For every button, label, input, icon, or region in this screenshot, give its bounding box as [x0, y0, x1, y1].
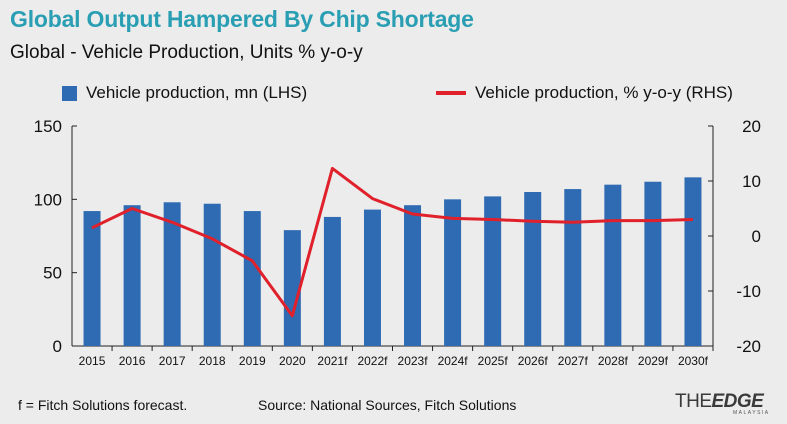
bar [83, 211, 101, 346]
bar [484, 196, 502, 346]
bar [444, 199, 462, 346]
bar [564, 189, 582, 346]
x-tick-label: 2025f [478, 354, 509, 368]
legend-item-bars: Vehicle production, mn (LHS) [62, 83, 307, 103]
bar [604, 184, 622, 346]
y-left-tick-label: 100 [34, 190, 62, 209]
x-tick-label: 2020 [279, 354, 306, 368]
publisher-logo: THEEDGE [675, 391, 764, 413]
legend-item-line: Vehicle production, % y-o-y (RHS) [436, 83, 733, 103]
logo-edge-text: EDGE [711, 391, 764, 412]
bar [243, 211, 261, 346]
x-tick-label: 2027f [558, 354, 589, 368]
x-tick-label: 2016 [119, 354, 146, 368]
x-tick-label: 2017 [159, 354, 186, 368]
bar [283, 230, 301, 346]
line-series [91, 166, 694, 318]
bar [123, 205, 141, 346]
x-tick-label: 2026f [518, 354, 549, 368]
x-tick-label: 2018 [199, 354, 226, 368]
chart-title: Global Output Hampered By Chip Shortage [10, 6, 474, 32]
bar [684, 177, 702, 346]
x-tick-label: 2015 [79, 354, 106, 368]
y-right-tick-label: -20 [736, 337, 761, 356]
bar [163, 202, 181, 346]
x-tick-label: 2023f [398, 354, 429, 368]
y-right-tick-label: 10 [742, 172, 761, 191]
x-tick-label: 2029f [638, 354, 669, 368]
chart-subtitle: Global - Vehicle Production, Units % y-o… [10, 42, 363, 63]
y-left-tick-label: 50 [43, 264, 62, 283]
footnote: f = Fitch Solutions forecast. [18, 397, 188, 413]
x-tick-label: 2022f [357, 354, 388, 368]
legend-line-swatch [436, 91, 466, 95]
bar [363, 209, 381, 346]
bar [644, 181, 662, 346]
legend-line-label: Vehicle production, % y-o-y (RHS) [475, 83, 733, 102]
bar [323, 216, 341, 346]
source-note: Source: National Sources, Fitch Solution… [258, 397, 517, 413]
x-tick-label: 2021f [317, 354, 348, 368]
bar [404, 205, 422, 346]
logo-subtext: MALAYSIA [733, 410, 770, 416]
logo-the-text: THE [675, 391, 712, 412]
legend-bar-label: Vehicle production, mn (LHS) [86, 83, 308, 102]
x-tick-label: 2028f [598, 354, 629, 368]
y-right-tick-label: -10 [736, 282, 761, 301]
bar [524, 192, 542, 346]
y-left-tick-label: 150 [34, 117, 62, 136]
bar [203, 203, 221, 346]
x-tick-label: 2024f [438, 354, 469, 368]
y-right-tick-label: 20 [742, 117, 761, 136]
legend-bar-swatch [62, 85, 77, 101]
plot-area: 0 50 100 150 -20 -10 0 10 20 2015 2016 2017 2018 2019… [34, 117, 761, 368]
x-tick-label: 2030f [678, 354, 709, 368]
y-right-tick-label: 0 [752, 227, 761, 246]
x-tick-label: 2019 [239, 354, 266, 368]
y-left-tick-label: 0 [53, 337, 62, 356]
